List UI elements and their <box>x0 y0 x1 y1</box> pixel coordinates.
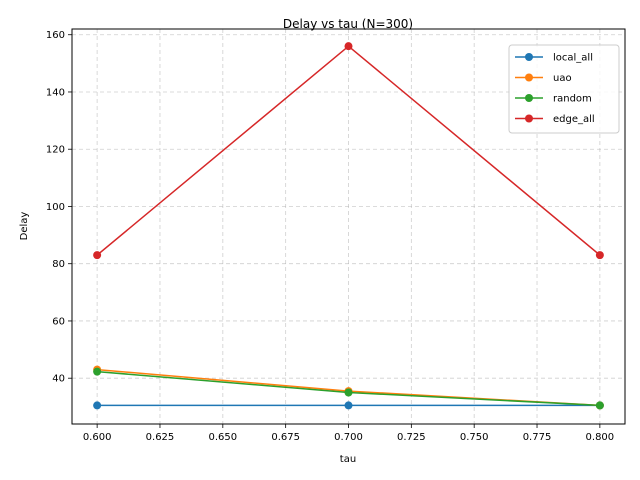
data-point-edge-all <box>93 251 102 260</box>
series-layer <box>93 42 604 410</box>
data-point-random <box>595 401 604 410</box>
data-point-random <box>344 388 353 397</box>
data-point-random <box>93 367 102 376</box>
data-point-local-all <box>344 401 353 410</box>
x-tick-label: 0.600 <box>83 432 112 443</box>
legend-marker-local-all <box>525 53 533 61</box>
y-axis: 40 60 80 100 120 140 160 <box>46 30 72 385</box>
x-axis-label: tau <box>340 454 356 465</box>
data-point-edge-all <box>595 251 604 260</box>
grid <box>72 29 625 424</box>
x-axis: 0.600 0.625 0.650 0.675 0.700 0.725 0.750 0.775… <box>83 424 614 443</box>
x-tick-label: 0.625 <box>146 432 175 443</box>
x-tick-label: 0.750 <box>460 432 489 443</box>
legend-label-edge-all: edge_all <box>553 114 595 125</box>
data-point-local-all <box>93 401 102 410</box>
x-tick-label: 0.700 <box>334 432 363 443</box>
y-tick-label: 40 <box>52 374 65 385</box>
legend-box <box>508 44 620 134</box>
y-tick-label: 120 <box>46 145 65 156</box>
legend-label-local-all: local_all <box>553 53 593 64</box>
y-tick-label: 140 <box>46 87 65 98</box>
y-tick-label: 60 <box>52 316 65 327</box>
legend-label-uao: uao <box>553 73 572 84</box>
legend-marker-edge-all <box>525 114 533 123</box>
x-tick-label: 0.725 <box>397 432 426 443</box>
y-tick-label: 160 <box>46 30 65 41</box>
x-tick-label: 0.800 <box>586 432 615 443</box>
x-tick-label: 0.775 <box>523 432 552 443</box>
legend-marker-random <box>525 94 533 102</box>
data-point-edge-all <box>344 42 353 51</box>
y-tick-label: 100 <box>46 202 65 213</box>
y-tick-label: 80 <box>52 259 65 270</box>
x-tick-label: 0.675 <box>271 432 300 443</box>
legend-marker-uao <box>525 73 533 82</box>
chart-title: Delay vs tau (N=300) <box>283 17 413 31</box>
legend-label-random: random <box>553 94 592 105</box>
y-axis-label: Delay <box>19 212 30 241</box>
x-tick-label: 0.650 <box>208 432 237 443</box>
